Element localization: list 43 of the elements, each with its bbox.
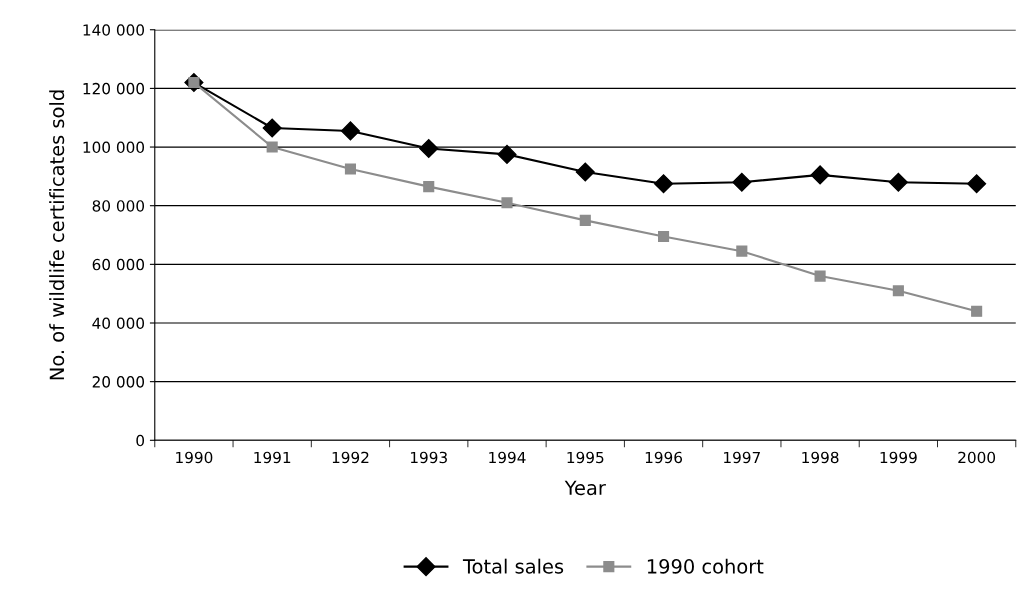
x-tick-label: 1993: [410, 451, 447, 464]
y-tick-label: 100 000: [83, 141, 145, 154]
point: [419, 138, 439, 159]
x-tick-label: 1997: [724, 451, 760, 464]
y-tick-label: 0: [136, 434, 145, 447]
y-tick-label: 80 000: [92, 200, 145, 212]
point: [892, 285, 904, 297]
x-tick-label: 1994: [489, 451, 526, 464]
point: [344, 163, 357, 175]
x-tick-label: 1991: [254, 451, 291, 464]
y-tick-label: 40 000: [92, 317, 145, 330]
point: [971, 305, 983, 317]
point: [340, 121, 360, 141]
point: [262, 118, 282, 138]
point: [575, 162, 595, 182]
point: [736, 245, 748, 257]
y-tick-label: 20 000: [92, 376, 145, 388]
y-tick-label: 60 000: [92, 258, 145, 271]
point: [967, 174, 987, 194]
point: [888, 172, 908, 192]
y-tick-label: 140 000: [83, 24, 145, 36]
x-tick-label: 1990: [176, 451, 213, 464]
y-tick-label: 120 000: [83, 82, 145, 95]
x-tick-label: 1995: [567, 451, 604, 464]
point: [654, 174, 674, 194]
point: [266, 141, 278, 153]
point: [810, 165, 830, 185]
x-tick-label: 1992: [332, 451, 369, 464]
point: [814, 270, 826, 282]
x-tick-label: 1999: [880, 451, 917, 464]
point: [497, 144, 517, 164]
point: [501, 197, 513, 209]
x-tick-label: 2000: [958, 451, 996, 464]
point: [732, 172, 752, 192]
legend-label: Total sales: [462, 558, 564, 574]
point: [423, 181, 435, 193]
x-axis-title: Year: [564, 480, 606, 496]
y-axis-title: No. of wildlife certificates sold: [49, 90, 65, 380]
x-tick-label: 1996: [645, 451, 683, 464]
legend-label: 1990 cohort: [647, 558, 764, 574]
point: [657, 230, 670, 243]
point: [579, 214, 591, 226]
x-tick-label: 1998: [802, 451, 839, 464]
